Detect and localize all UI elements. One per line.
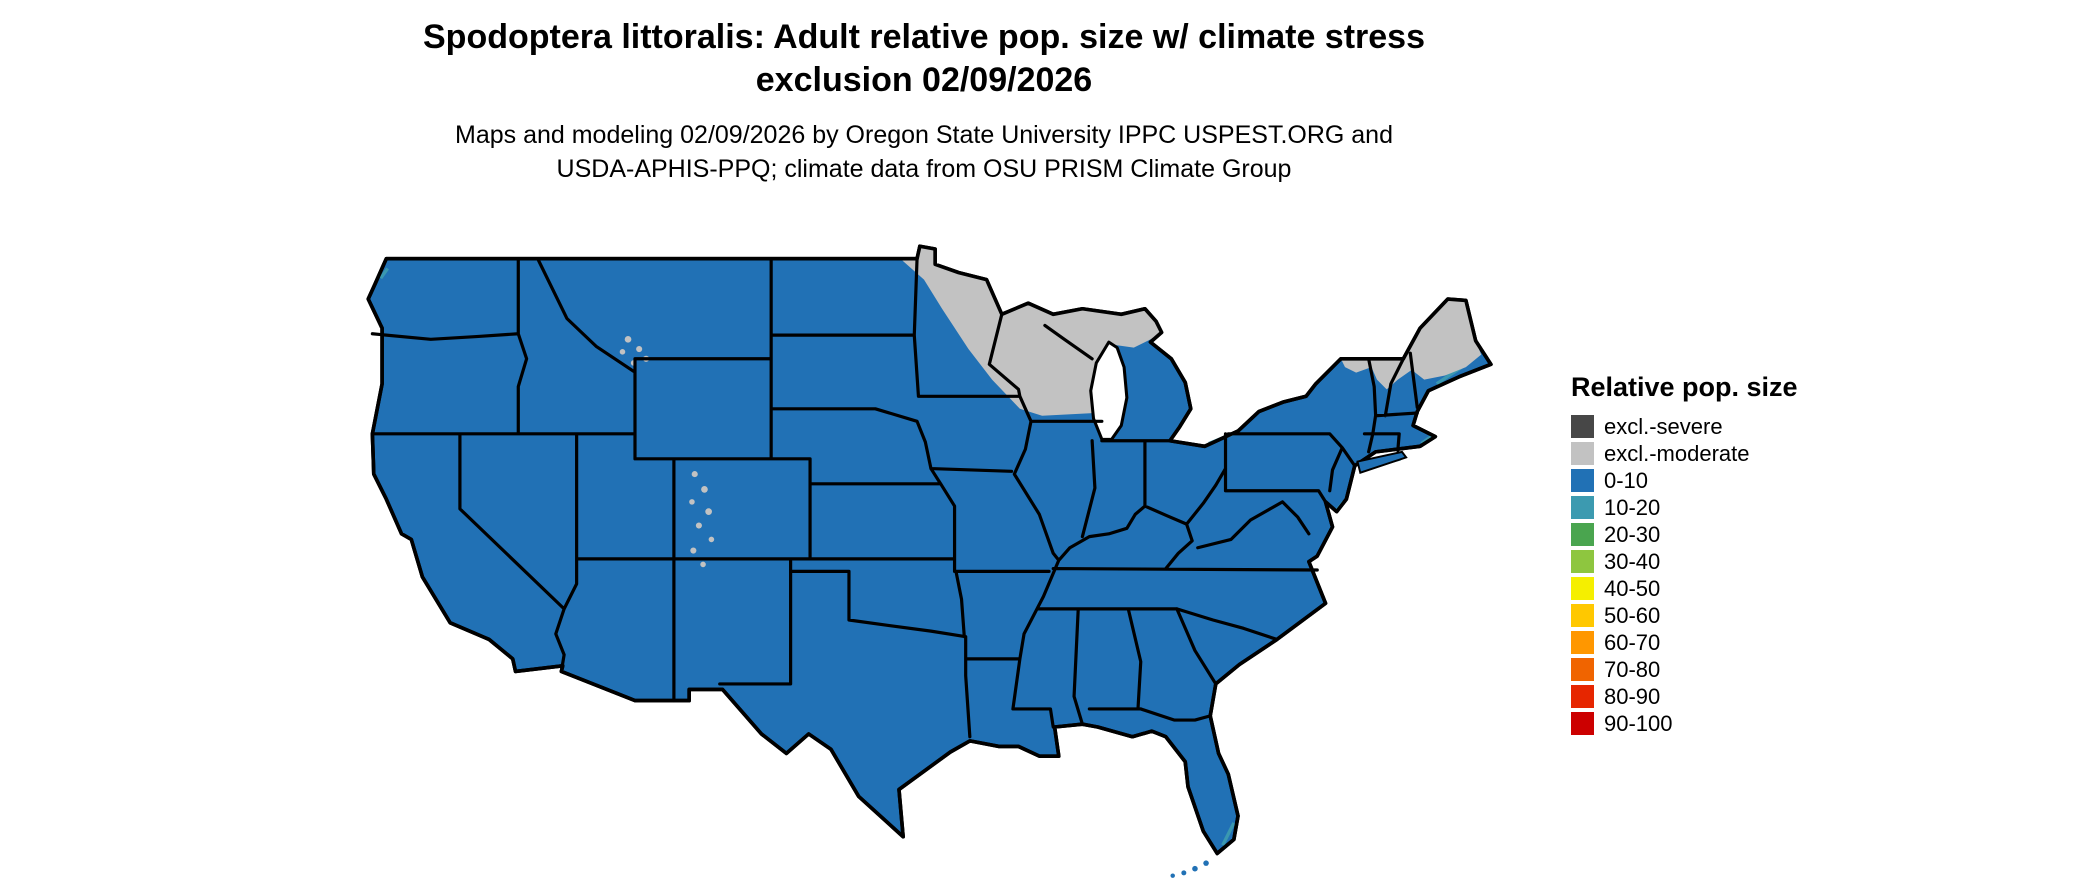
legend-item-label: 40-50 — [1604, 575, 1661, 601]
legend-swatch — [1571, 604, 1594, 627]
legend-item: 60-70 — [1571, 629, 1798, 655]
figure-title-line1: Spodoptera littoralis: Adult relative po… — [423, 18, 1425, 56]
legend-swatch — [1571, 631, 1594, 654]
legend-item-label: 10-20 — [1604, 494, 1661, 520]
legend-items: excl.-severe excl.-moderate 0-10 10-20 20-30… — [1571, 413, 1798, 736]
legend-swatch — [1571, 712, 1594, 735]
figure-subtitle: Maps and modeling 02/09/2026 by Oregon S… — [308, 118, 1540, 186]
legend-item-label: 20-30 — [1604, 521, 1661, 547]
legend-swatch — [1571, 496, 1594, 519]
legend-item-label: 30-40 — [1604, 548, 1661, 574]
legend-item: excl.-severe — [1571, 413, 1798, 439]
legend-swatch — [1571, 577, 1594, 600]
us-map-svg — [366, 244, 1493, 878]
legend-item: 40-50 — [1571, 575, 1798, 601]
legend-item: 30-40 — [1571, 548, 1798, 574]
legend-swatch — [1571, 523, 1594, 546]
legend-swatch — [1571, 415, 1594, 438]
legend-swatch — [1571, 550, 1594, 573]
legend-item: 80-90 — [1571, 683, 1798, 709]
figure-subtitle-line1: Maps and modeling 02/09/2026 by Oregon S… — [455, 121, 1393, 149]
legend-item-label: excl.-moderate — [1604, 440, 1750, 466]
legend-swatch — [1571, 442, 1594, 465]
legend-item: 90-100 — [1571, 710, 1798, 736]
florida-keys — [1170, 860, 1209, 878]
legend-swatch — [1571, 658, 1594, 681]
legend-item: 50-60 — [1571, 602, 1798, 628]
legend-item: 20-30 — [1571, 521, 1798, 547]
figure-title-line2: exclusion 02/09/2026 — [755, 61, 1093, 99]
figure-subtitle-line2: USDA-APHIS-PPQ; climate data from OSU PR… — [556, 155, 1292, 183]
legend-item: 0-10 — [1571, 467, 1798, 493]
legend-item-label: 90-100 — [1604, 710, 1673, 736]
state-borders — [370, 257, 1419, 739]
legend: Relative pop. size excl.-severe excl.-mod… — [1571, 372, 1798, 739]
legend-swatch — [1571, 469, 1594, 492]
legend-item-label: 0-10 — [1604, 467, 1649, 493]
legend-item: excl.-moderate — [1571, 440, 1798, 466]
legend-swatch — [1571, 685, 1594, 708]
legend-item-label: 70-80 — [1604, 656, 1661, 682]
legend-item: 70-80 — [1571, 656, 1798, 682]
exclusion-moderate-region-northeast — [1340, 299, 1482, 390]
figure-header: Spodoptera littoralis: Adult relative po… — [308, 16, 1540, 186]
legend-item-label: excl.-severe — [1604, 413, 1723, 439]
legend-item-label: 60-70 — [1604, 629, 1661, 655]
legend-item-label: 80-90 — [1604, 683, 1661, 709]
legend-item: 10-20 — [1571, 494, 1798, 520]
legend-item-label: 50-60 — [1604, 602, 1661, 628]
legend-title: Relative pop. size — [1571, 372, 1798, 402]
long-island — [1356, 450, 1408, 474]
